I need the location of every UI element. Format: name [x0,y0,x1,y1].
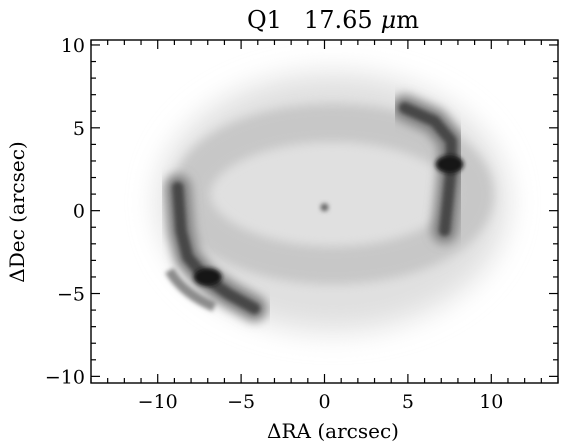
y-tick-label: 0 [73,201,85,223]
x-tick-label: 5 [402,391,414,413]
x-axis-label: ΔRA (arcsec) [267,419,399,443]
y-tick-label: 5 [73,118,85,140]
tick-labels: −10 −5 0 5 10 −10 −5 0 5 10 [45,35,503,413]
y-tick-label: 10 [61,35,85,57]
title-value: 17.65 [304,6,373,34]
west-lobe-peak [435,155,464,174]
east-lobe-peak [193,267,222,286]
title-prefix: Q1 [247,6,282,34]
x-tick-label: −5 [227,391,255,413]
title-unit-symbol: μ [381,6,397,34]
x-tick-label: 10 [479,391,503,413]
east-lobe-core [172,181,260,314]
y-axis-label: ΔDec (arcsec) [5,141,29,282]
chart-title: Q1 17.65 μm [247,6,419,34]
axis-ticks [90,40,559,383]
x-tick-label: −10 [138,391,178,413]
west-lobe-core [399,102,457,237]
y-tick-label: −5 [57,284,85,306]
title-unit-rest: m [396,6,419,34]
central-star [320,203,329,212]
emission-image [157,73,508,332]
y-tick-label: −10 [45,366,85,388]
x-tick-label: 0 [318,391,330,413]
east-lobe-inner-rim [165,267,217,312]
